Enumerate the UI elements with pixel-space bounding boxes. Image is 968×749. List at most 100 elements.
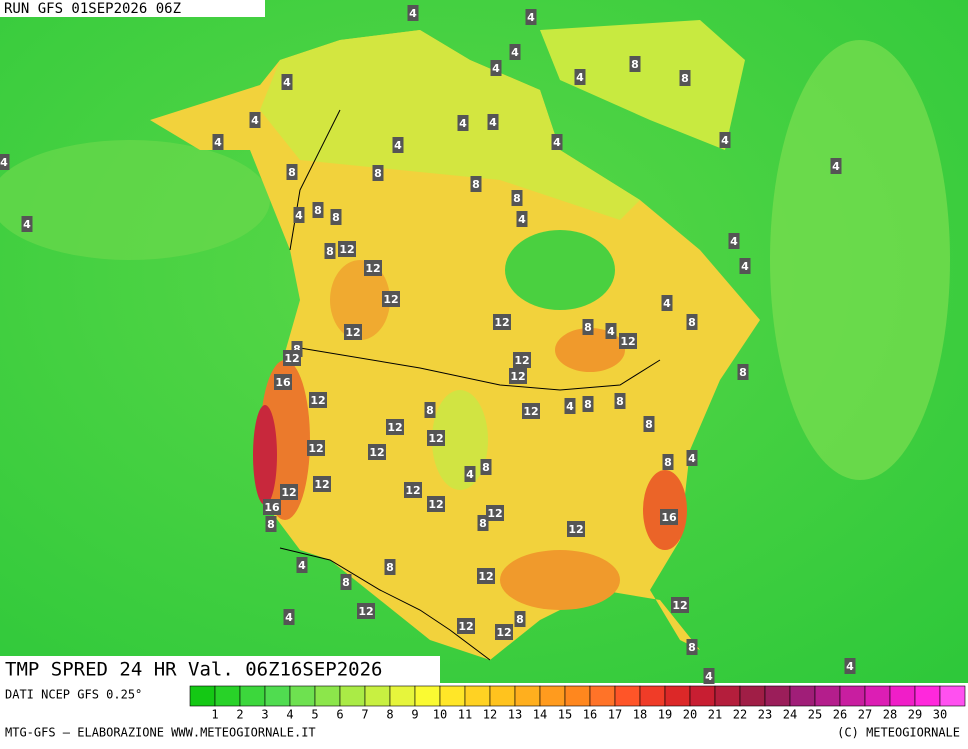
- contour-label: 8: [374, 167, 382, 180]
- hot-area: [253, 405, 277, 505]
- legend-swatch: [814, 685, 841, 707]
- label-box: [582, 396, 594, 412]
- legend-label: 23: [758, 708, 772, 722]
- label-box: [364, 260, 382, 276]
- contour-label: 12: [345, 326, 360, 339]
- label-box: [480, 459, 492, 475]
- contour-label: 8: [267, 518, 275, 531]
- contour-label: 12: [308, 442, 323, 455]
- contour-label: 8: [314, 204, 322, 217]
- contour-label: 12: [496, 626, 511, 639]
- contour-label: 8: [688, 641, 696, 654]
- label-box: [551, 134, 563, 150]
- contour-label: 4: [492, 62, 500, 75]
- contour-label: 8: [645, 418, 653, 431]
- contour-label: 8: [584, 398, 592, 411]
- contour-label: 12: [387, 421, 402, 434]
- contour-label: 12: [514, 354, 529, 367]
- legend-label: 11: [458, 708, 472, 722]
- label-box: [511, 190, 523, 206]
- legend-label: 10: [433, 708, 447, 722]
- legend-label: 13: [508, 708, 522, 722]
- label-box: [324, 243, 336, 259]
- contour-label: 4: [295, 209, 303, 222]
- label-box: [619, 333, 637, 349]
- label-box: [392, 137, 404, 153]
- legend-swatch: [214, 685, 241, 707]
- legend-swatch: [564, 685, 591, 707]
- contour-label: 4: [459, 117, 467, 130]
- contour-label: 12: [568, 523, 583, 536]
- label-box: [662, 454, 674, 470]
- contour-label: 12: [383, 293, 398, 306]
- label-box: [719, 132, 731, 148]
- contour-label: 4: [721, 134, 729, 147]
- label-box: [564, 398, 576, 414]
- legend-label: 28: [883, 708, 897, 722]
- legend-label: 3: [261, 708, 268, 722]
- label-box: [605, 323, 617, 339]
- label-box: [338, 241, 356, 257]
- legend-swatch: [239, 685, 266, 707]
- label-box: [404, 482, 422, 498]
- contour-label: 12: [369, 446, 384, 459]
- hot-area: [330, 260, 390, 340]
- contour-label: 8: [631, 58, 639, 71]
- legend-label: 7: [361, 708, 368, 722]
- cool-area: [432, 390, 488, 490]
- legend-swatch: [189, 685, 216, 707]
- label-box: [513, 352, 531, 368]
- label-box: [286, 164, 298, 180]
- label-box: [293, 207, 305, 223]
- contour-label: 4: [466, 468, 474, 481]
- legend-label: 24: [783, 708, 797, 722]
- label-box: [477, 515, 489, 531]
- border: [299, 347, 661, 391]
- header-box: [0, 0, 265, 17]
- ocean-band: [770, 40, 950, 480]
- legend-swatch: [539, 685, 566, 707]
- label-box: [509, 44, 521, 60]
- label-box: [357, 603, 375, 619]
- contour-label: 8: [293, 343, 301, 356]
- legend-label: 4: [286, 708, 293, 722]
- legend-label: 2: [236, 708, 243, 722]
- legend-label: 21: [708, 708, 722, 722]
- contour-label: 12: [281, 486, 296, 499]
- contour-label: 8: [516, 613, 524, 626]
- contour-label: 4: [394, 139, 402, 152]
- label-box: [477, 568, 495, 584]
- label-box: [686, 639, 698, 655]
- label-box: [386, 419, 404, 435]
- label-box: [21, 216, 33, 232]
- label-box: [514, 611, 526, 627]
- contour-label: 4: [846, 660, 854, 673]
- label-box: [368, 444, 386, 460]
- contour-label: 4: [409, 7, 417, 20]
- legend-label: 18: [633, 708, 647, 722]
- contour-label: 16: [661, 511, 677, 524]
- label-box: [728, 233, 740, 249]
- contour-label: 8: [342, 576, 350, 589]
- legend-swatch: [639, 685, 666, 707]
- label-box: [283, 350, 301, 366]
- label-box: [686, 450, 698, 466]
- contour-label: 12: [284, 352, 299, 365]
- label-box: [582, 319, 594, 335]
- contour-label: 12: [314, 478, 329, 491]
- contour-label: 8: [288, 166, 296, 179]
- contour-label: 4: [832, 160, 840, 173]
- contour-label: 8: [664, 456, 672, 469]
- contour-label: 12: [405, 484, 420, 497]
- legend-swatch: [664, 685, 691, 707]
- label-box: [844, 658, 856, 674]
- label-box: [0, 154, 10, 170]
- contour-label: 4: [0, 156, 8, 169]
- contour-label: 12: [478, 570, 493, 583]
- contour-label: 12: [428, 498, 443, 511]
- label-box: [493, 314, 511, 330]
- label-box: [340, 574, 352, 590]
- legend-label: 16: [583, 708, 597, 722]
